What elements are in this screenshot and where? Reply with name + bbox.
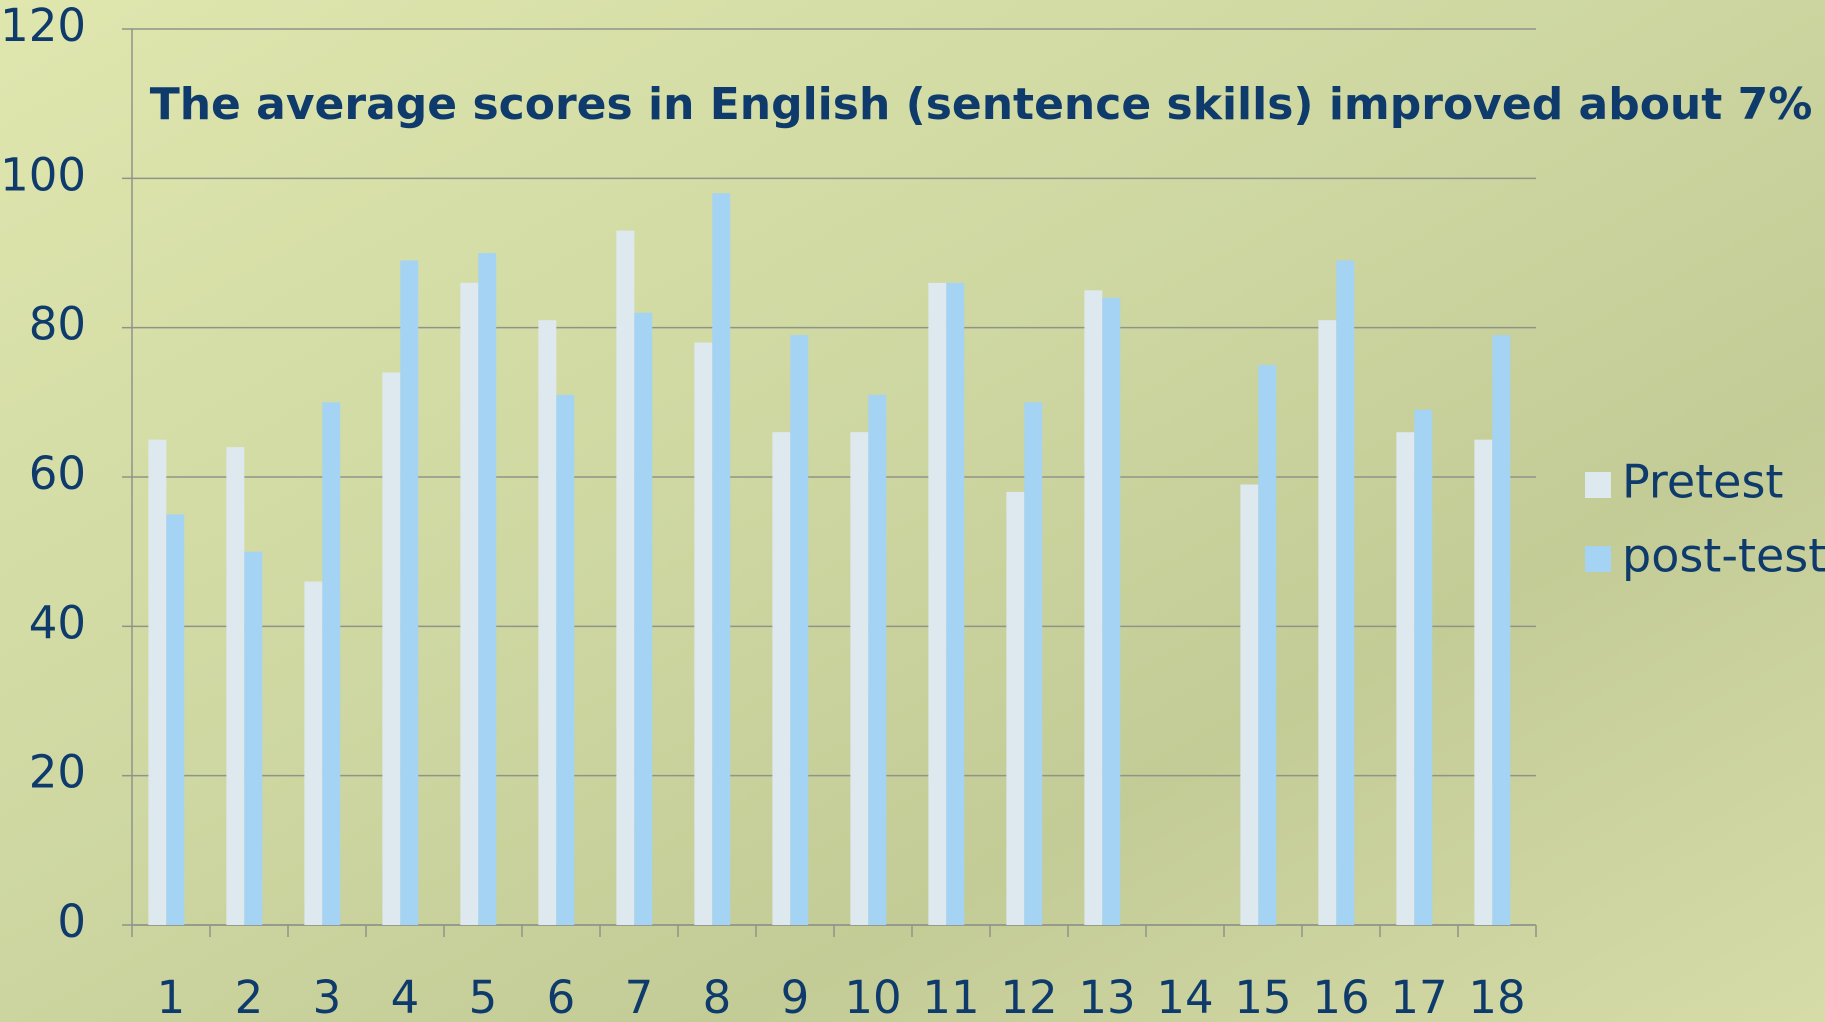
bar [556,394,575,925]
bar [304,581,323,925]
bar [1084,290,1103,925]
bar [928,282,947,925]
x-tick-label: 5 [469,971,498,1022]
bar [382,372,401,925]
bar [400,260,419,925]
bar [322,402,341,925]
bar [1336,260,1355,925]
bar [166,514,185,925]
bar [244,551,263,925]
x-tick-label: 14 [1156,971,1213,1022]
y-tick-label: 20 [29,746,86,799]
bar [1024,402,1043,925]
bar [538,320,557,925]
bar [148,439,167,925]
y-tick-label: 0 [57,895,86,948]
x-tick-label: 2 [235,971,264,1022]
bar [616,230,635,926]
x-tick-label: 9 [781,971,810,1022]
bar [1474,439,1493,925]
bar [1006,491,1025,925]
legend-swatch [1585,546,1611,572]
bar [1396,432,1415,925]
x-tick-label: 15 [1234,971,1291,1022]
x-tick-label: 4 [391,971,420,1022]
x-tick-label: 18 [1468,971,1525,1022]
x-tick-label: 11 [922,971,979,1022]
bar [1102,297,1121,925]
y-tick-label: 120 [0,0,86,52]
x-tick-label: 6 [547,971,576,1022]
bar [694,342,713,926]
bar [1318,320,1337,925]
x-tick-label: 10 [844,971,901,1022]
legend-swatch [1585,472,1611,498]
bar [226,447,245,925]
bar [1258,365,1277,925]
legend-label: post-test [1622,529,1825,583]
bar [712,193,731,925]
y-tick-label: 60 [29,447,86,500]
x-tick-label: 8 [703,971,732,1022]
bar [868,394,887,925]
chart-title: The average scores in English (sentence … [150,79,1813,130]
bar [850,432,869,925]
bar [946,282,965,925]
y-tick-label: 100 [0,148,86,201]
bar [772,432,791,925]
x-tick-label: 12 [1000,971,1057,1022]
x-tick-label: 7 [625,971,654,1022]
bar [1492,335,1511,926]
x-tick-label: 3 [313,971,342,1022]
x-tick-label: 13 [1078,971,1135,1022]
bar [1414,409,1433,925]
x-tick-label: 17 [1390,971,1447,1022]
x-tick-label: 1 [157,971,186,1022]
bar [634,312,653,925]
bar [790,335,809,926]
y-tick-label: 40 [29,596,86,649]
y-tick-label: 80 [29,298,86,351]
bar [478,253,497,925]
legend-label: Pretest [1622,455,1783,509]
bar [1240,484,1259,925]
x-tick-label: 16 [1312,971,1369,1022]
bar [460,282,479,925]
